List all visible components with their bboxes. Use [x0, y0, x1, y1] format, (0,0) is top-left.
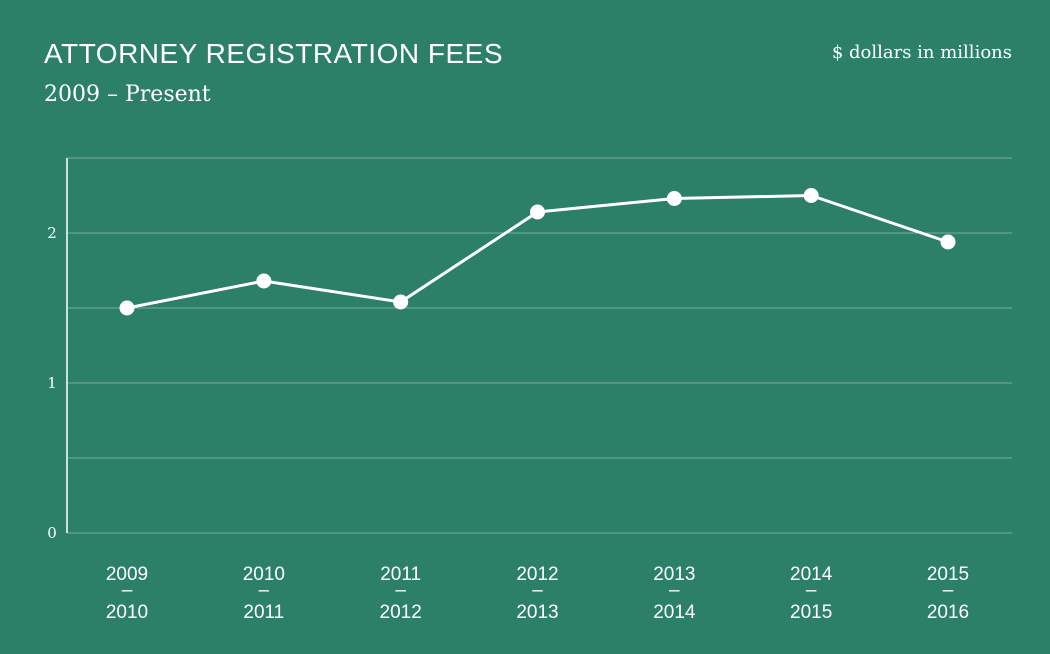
data-point: [119, 300, 135, 316]
chart-subtitle: 2009 – Present: [44, 82, 211, 107]
x-tick-year: 2009: [106, 564, 148, 585]
grid-lines: [67, 157, 1012, 534]
data-point: [666, 191, 682, 206]
x-tick-separator: –: [943, 580, 954, 601]
x-tick-separator: –: [669, 580, 680, 601]
x-tick-year: 2013: [516, 602, 558, 623]
x-tick-year: 2012: [516, 564, 558, 585]
x-tick-year: 2010: [243, 564, 285, 585]
x-tick-year: 2014: [653, 602, 696, 623]
x-tick-label: 2012–2013: [516, 564, 558, 623]
data-point: [256, 273, 272, 289]
x-tick-separator: –: [532, 580, 543, 601]
x-tick-separator: –: [806, 580, 817, 601]
x-tick-label: 2011–2012: [380, 564, 422, 623]
data-point: [530, 204, 545, 220]
units-label: $ dollars in millions: [831, 42, 1012, 63]
x-tick-year: 2014: [790, 564, 833, 585]
x-tick-year: 2010: [106, 602, 148, 623]
y-tick-labels: 0 1 2: [47, 224, 57, 542]
x-tick-year: 2012: [380, 602, 422, 623]
x-tick-label: 2010–2011: [243, 564, 285, 623]
x-tick-year: 2015: [927, 564, 969, 585]
x-tick-year: 2011: [380, 564, 421, 585]
x-tick-separator: –: [395, 580, 406, 601]
data-point: [803, 188, 819, 203]
series: [119, 188, 956, 316]
x-tick-year: 2015: [790, 602, 832, 623]
x-tick-label: 2013–2014: [653, 564, 696, 623]
x-tick-separator: –: [259, 580, 270, 601]
y-tick-label: 0: [47, 524, 57, 542]
x-tick-separator: –: [122, 580, 133, 601]
y-tick-label: 1: [47, 374, 57, 392]
x-tick-year: 2016: [927, 602, 969, 623]
x-tick-label: 2009–2010: [106, 564, 148, 623]
x-tick-label: 2015–2016: [927, 564, 969, 623]
chart-title: ATTORNEY REGISTRATION FEES: [44, 38, 503, 69]
x-tick-year: 2011: [243, 602, 284, 623]
x-tick-year: 2013: [653, 564, 695, 585]
data-point: [393, 294, 409, 310]
x-tick-labels: 2009–20102010–20112011–20122012–20132013…: [106, 564, 969, 623]
y-tick-label: 2: [47, 224, 57, 242]
x-tick-label: 2014–2015: [790, 564, 833, 623]
data-point: [940, 234, 956, 250]
